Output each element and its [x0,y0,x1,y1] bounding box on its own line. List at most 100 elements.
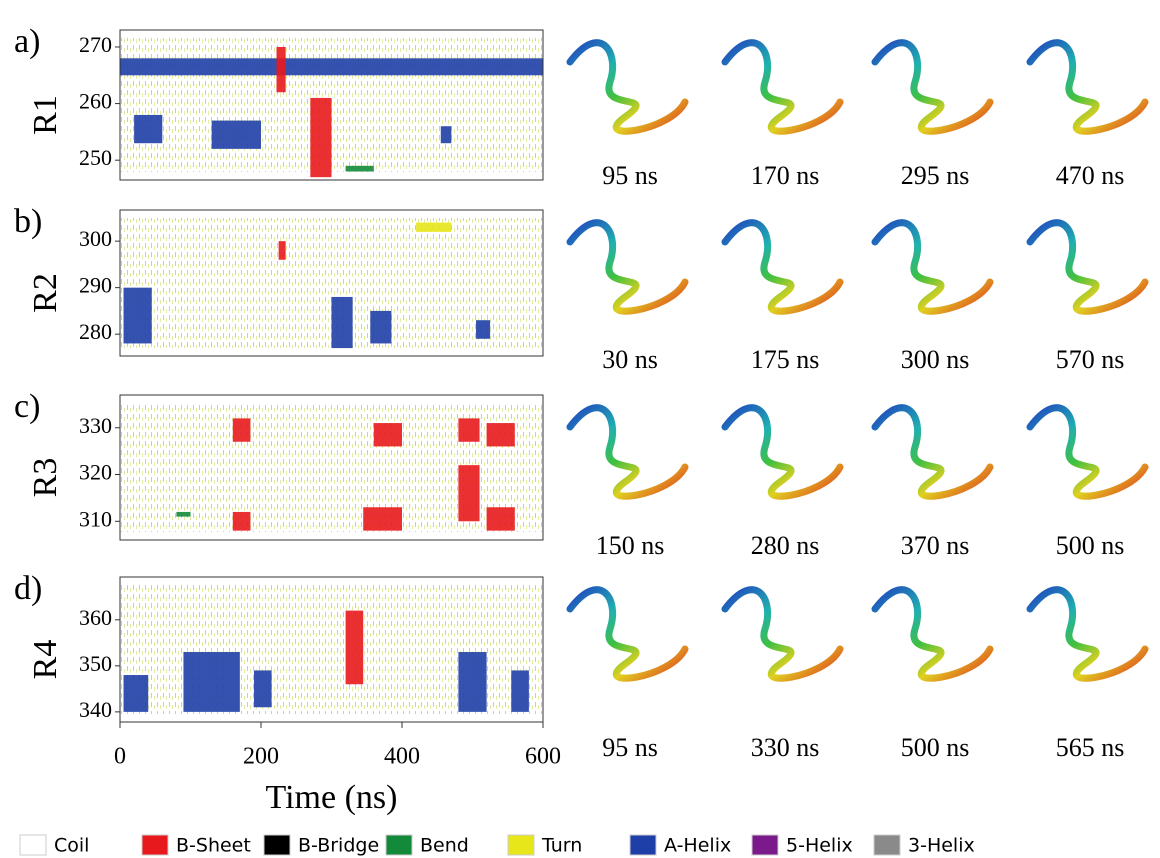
protein-structure [871,404,994,500]
protein-structure [1026,39,1149,135]
legend-swatch [629,834,657,856]
legend-swatch [263,834,291,856]
snapshot-label: 175 ns [751,345,820,374]
y-tick-label: 350 [79,651,112,676]
structure-region [176,511,191,517]
protein-structure [1026,219,1149,315]
y-tick-label: 260 [79,89,112,114]
structure-region [331,296,353,349]
panel-label: c) [14,388,40,425]
structure-region [476,320,491,339]
legend-label: B-Bridge [298,835,379,857]
snapshot-label: 500 ns [1056,531,1125,560]
legend-label: Bend [420,835,469,857]
protein-structure [721,39,844,135]
structure-region [370,310,392,344]
structure-region [276,46,286,93]
snapshot-label: 570 ns [1056,345,1125,374]
snapshot-label: 150 ns [596,531,665,560]
structure-region [183,652,240,712]
legend-swatch [385,834,413,856]
snapshot-label: 565 ns [1056,733,1125,762]
y-tick-label: 320 [79,460,112,485]
snapshot-label: 30 ns [602,345,658,374]
structure-region [363,507,402,531]
structure-region [458,465,480,522]
structure-region [232,511,251,531]
x-axis-label: Time (ns) [266,779,398,816]
legend-swatch [507,834,535,856]
y-tick-label: 280 [79,319,112,344]
structure-region [253,670,272,708]
legend-label: Coil [54,835,89,857]
protein-structure [871,39,994,135]
structure-region [486,507,515,531]
protein-structure [871,219,994,315]
panel-label: d) [14,570,42,607]
y-tick-label: 250 [79,145,112,170]
structure-region [120,58,543,76]
protein-structure [566,404,689,500]
protein-structure [721,404,844,500]
legend-swatch [19,834,47,856]
y-tick-label: 300 [79,226,112,251]
plot-frame [119,394,544,541]
structure-region [278,241,286,260]
structure-region [458,418,480,442]
x-tick-label: 0 [114,744,126,770]
protein-structure [566,586,689,682]
structure-region [458,652,487,712]
y-axis-label: R3 [27,458,64,498]
y-axis-label: R2 [27,273,64,313]
structure-region [345,610,364,685]
legend-label: A-Helix [664,835,731,857]
snapshot-label: 95 ns [602,733,658,762]
x-tick-label: 600 [525,744,561,770]
protein-structure [566,219,689,315]
plot-frame [119,209,544,357]
structure-region [134,114,163,144]
legend-label: 3-Helix [908,835,975,857]
plot-frame [119,576,544,723]
legend-label: 5-Helix [786,835,853,857]
panel-label: a) [14,23,40,60]
protein-structure [721,219,844,315]
protein-structure [566,39,689,135]
snapshot-label: 470 ns [1056,161,1125,190]
protein-structure [871,586,994,682]
protein-structure [721,586,844,682]
y-tick-label: 290 [79,273,112,298]
structure-region [123,675,149,712]
snapshot-label: 370 ns [901,531,970,560]
snapshot-label: 330 ns [751,733,820,762]
structure-region [511,670,529,712]
structure-region [373,423,402,447]
y-tick-label: 360 [79,605,112,630]
snapshot-label: 300 ns [901,345,970,374]
legend-label: Turn [541,835,582,857]
structure-region [440,126,452,144]
structure-region [310,97,332,178]
legend-swatch [141,834,169,856]
structure-region [486,423,515,447]
protein-structure [1026,586,1149,682]
legend-label: B-Sheet [176,835,251,857]
protein-structure [1026,404,1149,500]
structure-region [416,222,452,232]
snapshot-label: 95 ns [602,161,658,190]
y-tick-label: 270 [79,32,112,57]
snapshot-label: 280 ns [751,531,820,560]
structure-region [232,418,251,442]
y-tick-label: 310 [79,506,112,531]
structure-region [211,120,261,149]
legend-swatch [751,834,779,856]
y-axis-label: R4 [27,640,64,680]
legend-swatch [873,834,901,856]
y-tick-label: 340 [79,697,112,722]
snapshot-label: 295 ns [901,161,970,190]
y-axis-label: R1 [27,95,64,135]
x-tick-label: 200 [243,744,279,770]
x-tick-label: 400 [384,744,420,770]
snapshot-label: 170 ns [751,161,820,190]
